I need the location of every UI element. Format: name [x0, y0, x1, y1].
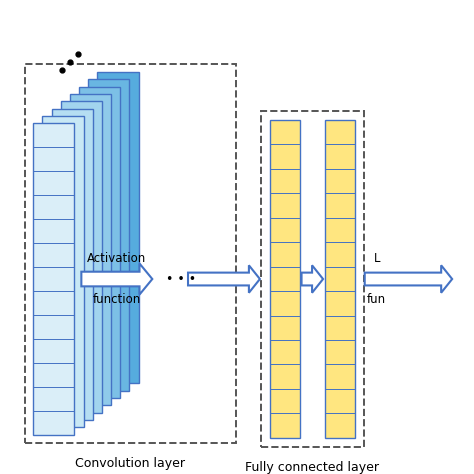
Bar [61, 101, 102, 413]
Bar [33, 123, 74, 435]
Text: function: function [93, 293, 141, 306]
Polygon shape [301, 265, 323, 293]
Text: • • •: • • • [166, 273, 196, 285]
Bar [52, 109, 93, 420]
Text: Activation: Activation [87, 252, 146, 265]
Text: fun: fun [367, 293, 386, 306]
Bar [97, 72, 138, 383]
Text: L: L [374, 252, 380, 265]
Bar [325, 120, 355, 438]
Bar [270, 120, 300, 438]
Text: Fully connected layer: Fully connected layer [246, 461, 379, 474]
Bar [70, 94, 111, 405]
Bar [43, 116, 83, 428]
Text: Convolution layer: Convolution layer [75, 456, 185, 470]
Bar [261, 110, 364, 447]
Polygon shape [188, 265, 260, 293]
Bar [25, 64, 236, 443]
Polygon shape [82, 264, 152, 295]
Bar [79, 87, 120, 398]
Polygon shape [365, 265, 452, 293]
Bar [88, 80, 129, 391]
